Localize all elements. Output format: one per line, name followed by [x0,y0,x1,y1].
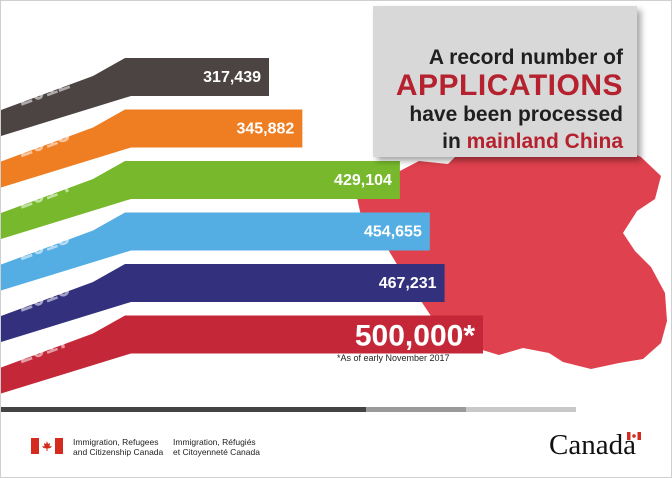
bar-2012 [1,58,269,136]
china-map [353,134,667,369]
wordmark-flag-icon [627,432,641,440]
value-label-2014: 429,104 [334,172,392,189]
bar-2017 [1,315,483,394]
footer-divider-mid [366,407,466,412]
title-line-3: have been processed [409,103,623,126]
department-name-french: Immigration, Réfugiés et Citoyenneté Can… [173,437,260,457]
footer-divider-light [466,407,576,412]
title-line-4-accent: mainland China [466,130,623,153]
bar-2013 [1,109,303,188]
value-label-2015: 454,655 [364,224,422,241]
bar-2016 [1,264,445,342]
title-line-2: APPLICATIONS [395,69,623,102]
canada-flag-icon [31,438,63,454]
footer-divider-dark [1,407,366,412]
value-label-2016: 467,231 [379,275,437,292]
value-label-2012: 317,439 [203,69,261,86]
department-name-english: Immigration, Refugees and Citizenship Ca… [73,437,164,457]
bar-2015 [1,212,430,291]
value-label-2013: 345,882 [236,121,294,138]
value-label-2017: 500,000* [355,320,475,353]
canada-wordmark: Canada [549,429,636,461]
footnote: *As of early November 2017 [337,353,450,363]
title-line-1: A record number of [428,46,623,69]
title-line-4-prefix: in [442,130,461,153]
title-line-4: in mainland China [442,130,623,154]
bar-2014 [1,161,400,239]
title-panel: A record number of APPLICATIONS have bee… [373,6,637,157]
